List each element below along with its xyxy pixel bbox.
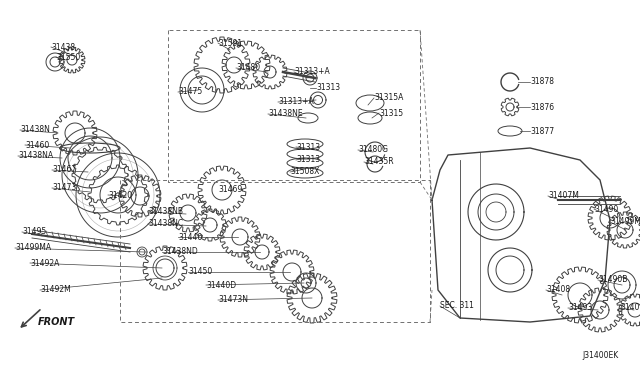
Text: 31313: 31313	[296, 155, 320, 164]
Text: 31460: 31460	[25, 141, 49, 150]
Text: 31508X: 31508X	[290, 167, 319, 176]
Text: 31499MA: 31499MA	[15, 244, 51, 253]
Text: 31313+A: 31313+A	[294, 67, 330, 77]
Text: 31493: 31493	[568, 304, 592, 312]
Text: 31877: 31877	[530, 126, 554, 135]
Text: 31313: 31313	[296, 142, 320, 151]
Text: 31480G: 31480G	[358, 145, 388, 154]
Text: FRONT: FRONT	[38, 317, 75, 327]
Text: J31400EK: J31400EK	[582, 352, 618, 360]
Text: 31450: 31450	[188, 267, 212, 276]
Text: 31469: 31469	[218, 186, 243, 195]
Text: 31876: 31876	[530, 103, 554, 112]
Text: 31313+A: 31313+A	[278, 97, 314, 106]
Text: 31409M: 31409M	[620, 304, 640, 312]
Text: 31438ND: 31438ND	[162, 247, 198, 257]
Text: 31475: 31475	[178, 87, 202, 96]
Text: 31467: 31467	[52, 166, 76, 174]
Text: 31438: 31438	[51, 42, 75, 51]
Text: 31591: 31591	[218, 38, 242, 48]
Text: 31407M: 31407M	[548, 192, 579, 201]
Text: 31550: 31550	[56, 52, 80, 61]
Text: 31440: 31440	[178, 232, 202, 241]
Text: 31440D: 31440D	[206, 280, 236, 289]
Text: SEC. 311: SEC. 311	[440, 301, 474, 311]
Text: 31315: 31315	[379, 109, 403, 118]
Text: 31492M: 31492M	[40, 285, 71, 295]
Text: 31420: 31420	[108, 190, 132, 199]
Text: 31435R: 31435R	[364, 157, 394, 167]
Text: 31438N: 31438N	[20, 125, 50, 135]
Text: 31480: 31480	[236, 64, 260, 73]
Text: 31315A: 31315A	[374, 93, 403, 103]
Text: 31438NB: 31438NB	[148, 208, 183, 217]
Text: 31313: 31313	[316, 83, 340, 93]
Text: 31499M: 31499M	[610, 218, 640, 227]
Text: 31408: 31408	[546, 285, 570, 295]
Text: 31490: 31490	[594, 205, 618, 214]
Text: 31438NE: 31438NE	[268, 109, 303, 119]
Text: 31473N: 31473N	[218, 295, 248, 305]
Text: 31438NC: 31438NC	[148, 219, 183, 228]
Text: 31438NA: 31438NA	[18, 151, 53, 160]
Text: 31495: 31495	[22, 228, 46, 237]
Text: 31473: 31473	[52, 183, 76, 192]
Text: 31878: 31878	[530, 77, 554, 87]
Text: 31492A: 31492A	[30, 259, 60, 267]
Text: 31490B: 31490B	[598, 276, 627, 285]
